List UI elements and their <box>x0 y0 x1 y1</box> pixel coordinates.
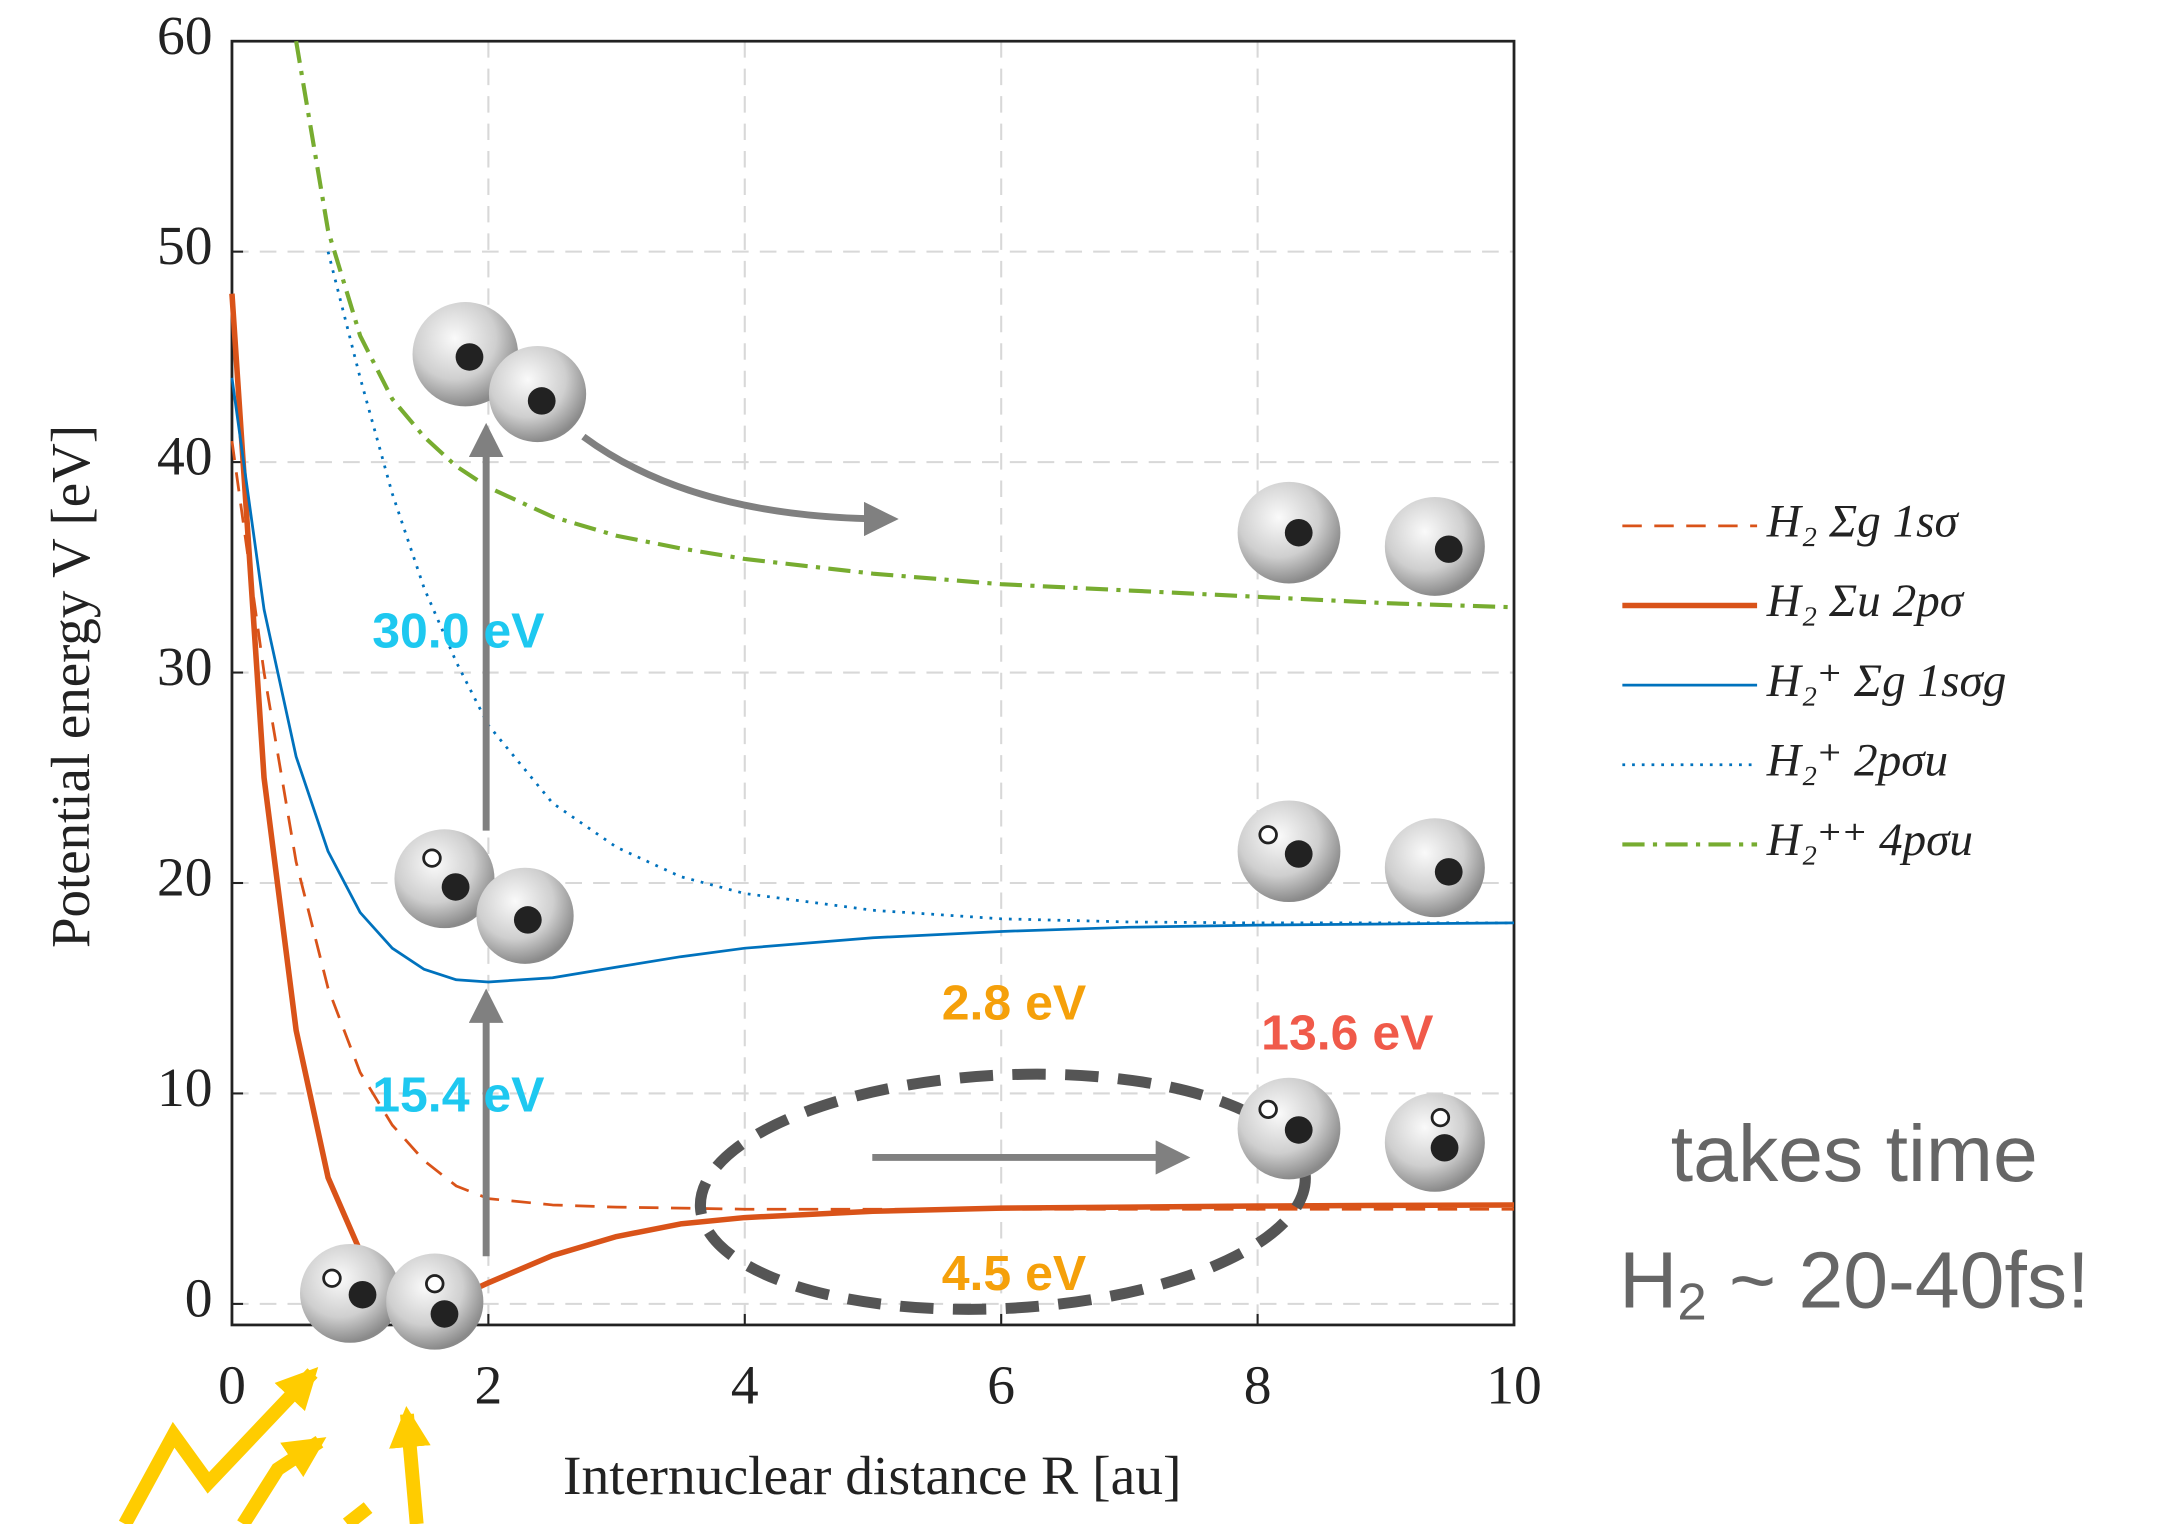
y-tick-label: 60 <box>157 5 213 66</box>
x-tick-label: 6 <box>987 1355 1015 1416</box>
y-axis-label: Potential energy V [eV] <box>40 425 101 948</box>
y-tick-label: 0 <box>185 1268 213 1329</box>
series-line <box>229 293 1515 1301</box>
x-tick-label: 0 <box>218 1355 246 1416</box>
nuclei <box>348 343 1463 1328</box>
y-tick-label: 30 <box>157 636 213 697</box>
note-line1: takes time <box>1671 1109 2038 1198</box>
series-line <box>230 377 1515 984</box>
legend-label: H₂ Σg 1sσ <box>1766 496 1960 548</box>
series-line <box>326 251 1515 925</box>
plot-layer: 0 10 20 30 40 50 60 0 2 4 6 8 10 H₂ Σg 1sσ H₂ Σu 2pσ H₂… <box>157 5 2006 1415</box>
note-h: H <box>1619 1235 1677 1324</box>
legend-label: H₂⁺⁺ 4pσu <box>1766 814 1973 866</box>
legend-label: H₂⁺ Σg 1sσg <box>1766 655 2007 707</box>
decorations <box>118 302 1485 1524</box>
x-tick-label: 8 <box>1244 1355 1272 1416</box>
annotation: 30.0 eV <box>372 603 544 659</box>
note-rest: ~ 20-40fs! <box>1707 1235 2090 1324</box>
legend-label: H₂ Σu 2pσ <box>1766 575 1965 627</box>
legend-label: H₂⁺ 2pσu <box>1766 735 1948 787</box>
series-line <box>294 40 1515 610</box>
y-tick-label: 20 <box>157 847 213 908</box>
x-tick-label: 2 <box>474 1355 502 1416</box>
y-tick-label: 10 <box>157 1057 213 1118</box>
arrow <box>581 433 899 537</box>
annotation: 2.8 eV <box>942 975 1087 1031</box>
annotation: 13.6 eV <box>1261 1005 1433 1061</box>
x-axis-label: Internuclear distance R [au] <box>563 1445 1182 1506</box>
y-tick-label: 50 <box>157 216 213 277</box>
note-sub: 2 <box>1677 1274 1706 1332</box>
x-tick-label: 4 <box>731 1355 759 1416</box>
laser-arrows <box>118 1366 431 1524</box>
y-tick-label: 40 <box>157 426 213 487</box>
electrons <box>322 825 1451 1294</box>
plot-frame <box>230 39 1516 1327</box>
x-tick-label: 10 <box>1486 1355 1542 1416</box>
chart-root: 0 10 20 30 40 50 60 0 2 4 6 8 10 H₂ Σg 1sσ H₂ Σu 2pσ H₂… <box>40 5 2089 1524</box>
annotation: 15.4 eV <box>372 1067 544 1123</box>
note-line2: H2 ~ 20-40fs! <box>1619 1235 2089 1331</box>
annotation: 4.5 eV <box>942 1245 1087 1301</box>
